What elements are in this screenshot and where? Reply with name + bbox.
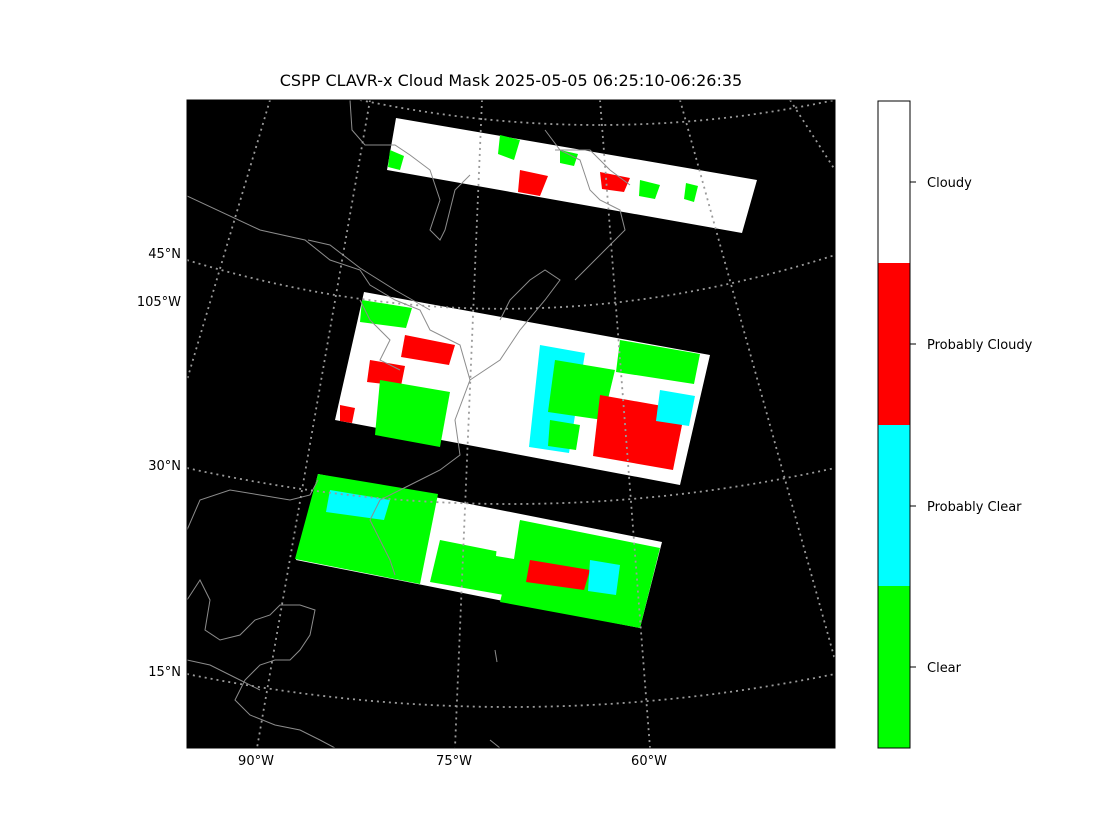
map-frame bbox=[186, 99, 836, 749]
colorbar: Cloudy Probably Cloudy Probably Clear Cl… bbox=[877, 100, 1033, 749]
colorbar-label-probably-clear: Probably Clear bbox=[927, 500, 1022, 515]
graticule bbox=[187, 100, 835, 748]
chart-title: CSPP CLAVR-x Cloud Mask 2025-05-05 06:25… bbox=[280, 71, 742, 90]
lat-label-30n: 30°N bbox=[148, 459, 181, 474]
colorbar-swatch-clear bbox=[878, 586, 910, 748]
map-panel bbox=[186, 99, 836, 749]
lon-label-60w: 60°W bbox=[631, 754, 667, 769]
colorbar-label-cloudy: Cloudy bbox=[927, 176, 972, 191]
lon-label-90w: 90°W bbox=[238, 754, 274, 769]
granule-middle bbox=[335, 292, 710, 485]
colorbar-swatch-probably-clear bbox=[878, 425, 910, 586]
colorbar-frame bbox=[877, 100, 911, 749]
lat-label-15n: 15°N bbox=[148, 665, 181, 680]
colorbar-swatch-cloudy bbox=[878, 101, 910, 263]
lat-label-105w: 105°W bbox=[137, 295, 181, 310]
colorbar-swatch-probably-cloudy bbox=[878, 263, 910, 425]
colorbar-label-probably-cloudy: Probably Cloudy bbox=[927, 338, 1033, 353]
colorbar-label-clear: Clear bbox=[927, 661, 962, 676]
granule-south bbox=[295, 474, 662, 628]
granule-north bbox=[387, 118, 757, 233]
lat-label-45n: 45°N bbox=[148, 247, 181, 262]
lon-label-75w: 75°W bbox=[436, 754, 472, 769]
